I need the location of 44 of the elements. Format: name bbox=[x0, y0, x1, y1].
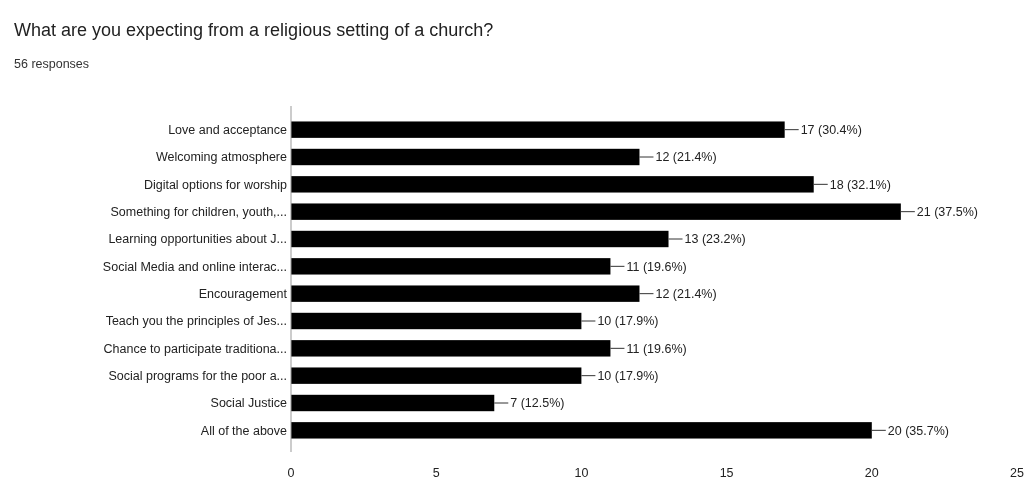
data-label: 17 (30.4%) bbox=[800, 123, 862, 138]
x-tick-label: 5 bbox=[432, 466, 440, 480]
x-tick-label: 0 bbox=[287, 466, 295, 480]
data-label: 13 (23.2%) bbox=[684, 232, 746, 247]
y-tick-label: All of the above bbox=[200, 423, 288, 438]
chart-title: What are you expecting from a religious setting of a church? bbox=[14, 20, 494, 40]
bar bbox=[291, 148, 640, 166]
x-tick-label: 15 bbox=[719, 466, 734, 480]
bar bbox=[291, 121, 785, 138]
bar bbox=[291, 176, 814, 193]
data-label: 21 (37.5%) bbox=[916, 205, 978, 220]
data-label: 12 (21.4%) bbox=[655, 287, 717, 302]
data-label: 12 (21.4%) bbox=[655, 150, 717, 165]
bar bbox=[291, 258, 611, 275]
y-tick-label: Teach you the principles of Jes... bbox=[105, 314, 287, 329]
bar bbox=[291, 367, 582, 384]
bar bbox=[291, 312, 582, 330]
y-tick-label: Learning opportunities about J... bbox=[108, 232, 287, 247]
y-tick-label: Social Justice bbox=[210, 396, 288, 411]
x-tick-label: 20 bbox=[864, 466, 879, 480]
y-tick-label: Love and acceptance bbox=[168, 123, 288, 138]
y-tick-label: Encouragement bbox=[198, 287, 288, 302]
data-label: 10 (17.9%) bbox=[597, 369, 659, 384]
data-label: 11 (19.6%) bbox=[626, 259, 687, 274]
data-label: 7 (12.5%) bbox=[510, 396, 565, 411]
bar bbox=[291, 422, 872, 439]
data-label: 18 (32.1%) bbox=[829, 177, 891, 192]
bar bbox=[291, 340, 611, 357]
x-tick-label: 25 bbox=[1010, 466, 1024, 480]
y-tick-label: Chance to participate traditiona... bbox=[103, 341, 287, 356]
bar bbox=[291, 230, 669, 248]
data-label: 11 (19.6%) bbox=[626, 341, 687, 356]
data-label: 20 (35.7%) bbox=[887, 423, 949, 438]
y-tick-label: Digital options for worship bbox=[143, 177, 288, 192]
x-tick-label: 10 bbox=[574, 466, 589, 480]
y-tick-label: Social programs for the poor a... bbox=[108, 369, 287, 384]
bar bbox=[291, 285, 640, 302]
y-tick-label: Social Media and online interac... bbox=[102, 259, 287, 274]
text: 56 responses bbox=[14, 57, 90, 71]
bar bbox=[291, 394, 495, 412]
y-tick-label: Welcoming atmosphere bbox=[155, 150, 288, 165]
data-label: 10 (17.9%) bbox=[597, 314, 659, 329]
bar bbox=[291, 203, 901, 220]
y-tick-label: Something for children, youth,... bbox=[110, 205, 287, 220]
